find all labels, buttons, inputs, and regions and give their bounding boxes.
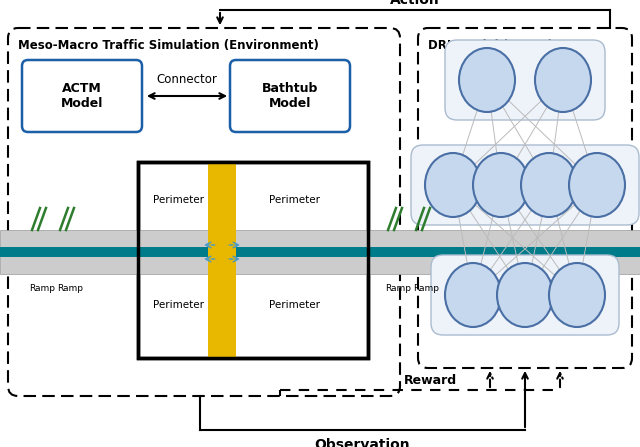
Ellipse shape — [445, 263, 501, 327]
Ellipse shape — [459, 48, 515, 112]
FancyBboxPatch shape — [418, 28, 632, 368]
FancyBboxPatch shape — [8, 28, 400, 396]
Text: DRL Model (Agent): DRL Model (Agent) — [428, 39, 553, 52]
Text: Ramp: Ramp — [413, 284, 439, 293]
FancyBboxPatch shape — [230, 60, 350, 132]
FancyBboxPatch shape — [411, 145, 639, 225]
Text: Bathtub
Model: Bathtub Model — [262, 82, 318, 110]
Bar — [0, 230, 640, 274]
Ellipse shape — [569, 153, 625, 217]
Ellipse shape — [521, 153, 577, 217]
Ellipse shape — [473, 153, 529, 217]
Text: Ramp: Ramp — [29, 284, 55, 293]
Text: Observation: Observation — [314, 438, 410, 447]
Text: Reward: Reward — [403, 374, 456, 387]
Bar — [138, 162, 368, 358]
Text: Meso-Macro Traffic Simulation (Environment): Meso-Macro Traffic Simulation (Environme… — [18, 39, 319, 52]
Text: Action: Action — [390, 0, 440, 7]
Ellipse shape — [535, 48, 591, 112]
Text: Perimeter: Perimeter — [269, 195, 321, 205]
Text: Perimeter: Perimeter — [152, 195, 204, 205]
Ellipse shape — [497, 263, 553, 327]
FancyBboxPatch shape — [431, 255, 619, 335]
FancyBboxPatch shape — [445, 40, 605, 120]
Text: ACTM
Model: ACTM Model — [61, 82, 103, 110]
Text: Ramp: Ramp — [57, 284, 83, 293]
Text: Ramp: Ramp — [385, 284, 411, 293]
Ellipse shape — [549, 263, 605, 327]
Bar — [138, 162, 368, 358]
FancyBboxPatch shape — [22, 60, 142, 132]
Ellipse shape — [425, 153, 481, 217]
Text: Perimeter: Perimeter — [269, 300, 321, 310]
Text: Connector: Connector — [157, 73, 218, 86]
Bar — [208, 162, 236, 358]
Text: Perimeter: Perimeter — [152, 300, 204, 310]
Bar — [0, 247, 640, 257]
